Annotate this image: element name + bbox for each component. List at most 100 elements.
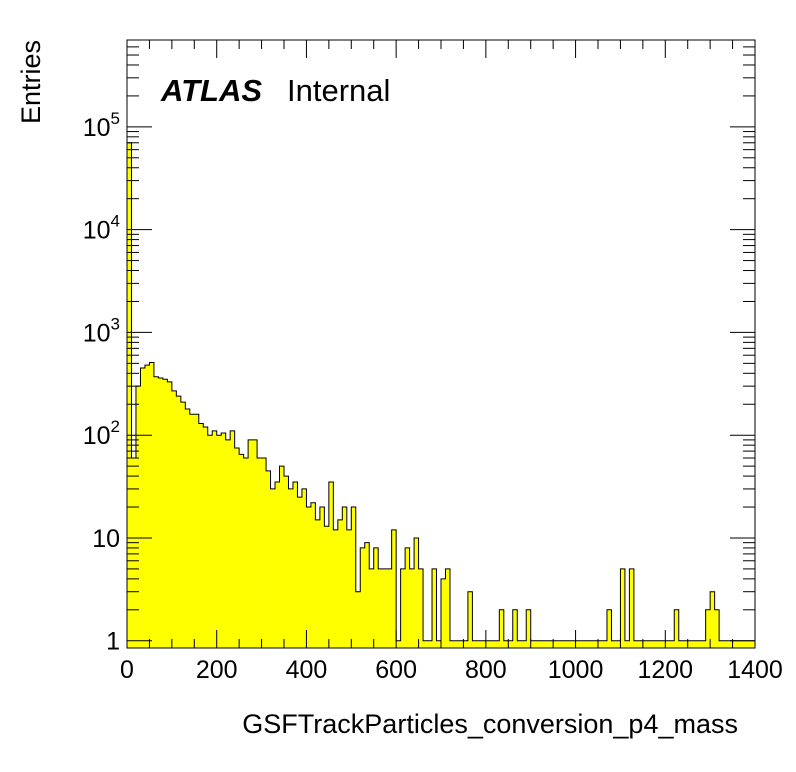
histogram-bin — [589, 640, 594, 648]
histogram-bin — [476, 640, 482, 648]
histogram-bin — [615, 640, 621, 648]
histogram-bin — [737, 640, 742, 648]
histogram-bin — [539, 640, 545, 648]
histogram-outline — [126, 142, 756, 648]
histogram-bin — [481, 640, 487, 648]
histogram-bin — [378, 568, 384, 648]
histogram-bin — [230, 430, 236, 648]
histogram-bin — [140, 368, 146, 648]
histogram-bin — [606, 609, 612, 648]
histogram-bin — [391, 529, 397, 648]
atlas-label: ATLAS — [160, 73, 262, 108]
histogram-bin — [310, 502, 316, 648]
histogram-bin — [746, 640, 751, 648]
histogram-bin — [162, 379, 168, 648]
histogram-bin — [633, 640, 639, 648]
histogram-bin — [212, 430, 218, 648]
histogram-bin — [266, 470, 271, 648]
histogram-bin — [530, 640, 536, 648]
histogram-bin — [292, 482, 298, 648]
x-tick-label: 1200 — [637, 656, 693, 684]
histogram-bin — [669, 640, 675, 648]
histogram-bin — [611, 640, 617, 648]
histogram-bin — [427, 640, 433, 648]
histogram-bin — [692, 640, 698, 648]
histogram-bin — [629, 568, 635, 648]
histogram-bin — [149, 362, 155, 648]
histogram-bin — [544, 640, 550, 648]
histogram-bin — [176, 396, 182, 648]
histogram-bin — [432, 568, 437, 648]
histogram-bin — [342, 507, 348, 648]
histogram-bin — [683, 640, 689, 648]
histogram-bin — [337, 519, 343, 648]
histogram-bin — [656, 640, 662, 648]
histogram-bin — [239, 454, 245, 648]
histogram-bin — [678, 640, 684, 648]
x-tick-label: 1400 — [727, 656, 783, 684]
histogram-bin — [467, 591, 473, 648]
x-tick-label: 200 — [196, 656, 238, 684]
histogram-bin — [624, 640, 630, 648]
histogram-bin — [642, 640, 648, 648]
histogram-bin — [135, 386, 141, 648]
histogram-bin — [144, 365, 150, 648]
y-tick-label: 105 — [83, 109, 120, 142]
histogram-bin — [194, 414, 200, 648]
histogram-bin — [180, 402, 186, 648]
histogram-bin — [571, 640, 576, 648]
histogram-bin — [503, 640, 509, 648]
histogram-bin — [234, 448, 240, 648]
histogram-bin — [665, 640, 671, 648]
histogram-bin — [257, 457, 262, 648]
histogram-bin — [445, 568, 451, 648]
histogram-bin — [198, 423, 204, 648]
histogram-bin — [252, 439, 258, 648]
histogram-bin — [562, 640, 567, 648]
histogram-bin — [409, 568, 415, 648]
histogram-bin — [647, 640, 653, 648]
histogram-bin — [167, 381, 173, 648]
histogram-bin — [360, 547, 366, 648]
histogram-bin — [203, 427, 209, 648]
histogram-bin — [414, 537, 419, 648]
histogram-bin — [248, 439, 253, 648]
histogram-bin — [270, 488, 276, 648]
histogram-bin — [288, 488, 294, 648]
histogram-bin — [687, 640, 693, 648]
histogram-bin — [714, 609, 720, 648]
x-axis-ticks — [126, 40, 756, 648]
histogram-bin — [405, 547, 410, 648]
histogram-bin — [521, 640, 527, 648]
histogram-bin — [485, 640, 491, 648]
histogram-bin — [454, 640, 460, 648]
histogram-bin — [221, 433, 227, 648]
histogram-bin — [463, 640, 469, 648]
histogram-bin — [261, 457, 267, 648]
histogram-bin — [548, 640, 554, 648]
histogram-bin — [620, 568, 626, 648]
x-axis-title: GSFTrackParticles_conversion_p4_mass — [242, 709, 738, 739]
y-tick-label: 103 — [83, 314, 120, 347]
histogram-bin — [243, 457, 249, 648]
y-tick-label: 104 — [83, 212, 120, 245]
histogram-bin — [602, 640, 608, 648]
histogram-bin — [207, 435, 213, 648]
histogram-bin — [441, 578, 446, 648]
histogram-bin — [279, 466, 285, 648]
histogram-bin — [189, 414, 195, 648]
histogram-bin — [333, 529, 339, 648]
histogram-bin — [396, 640, 402, 648]
histogram-bin — [301, 488, 307, 648]
histogram-bin — [557, 640, 563, 648]
histogram-bin — [593, 640, 599, 648]
histogram-bin — [705, 609, 711, 648]
internal-label: Internal — [287, 73, 390, 108]
histogram-bin — [535, 640, 541, 648]
histogram-bin — [584, 640, 590, 648]
x-tick-label: 600 — [375, 656, 417, 684]
histogram-bin — [373, 547, 379, 648]
histogram-bin — [490, 640, 496, 648]
histogram-bin — [382, 568, 388, 648]
